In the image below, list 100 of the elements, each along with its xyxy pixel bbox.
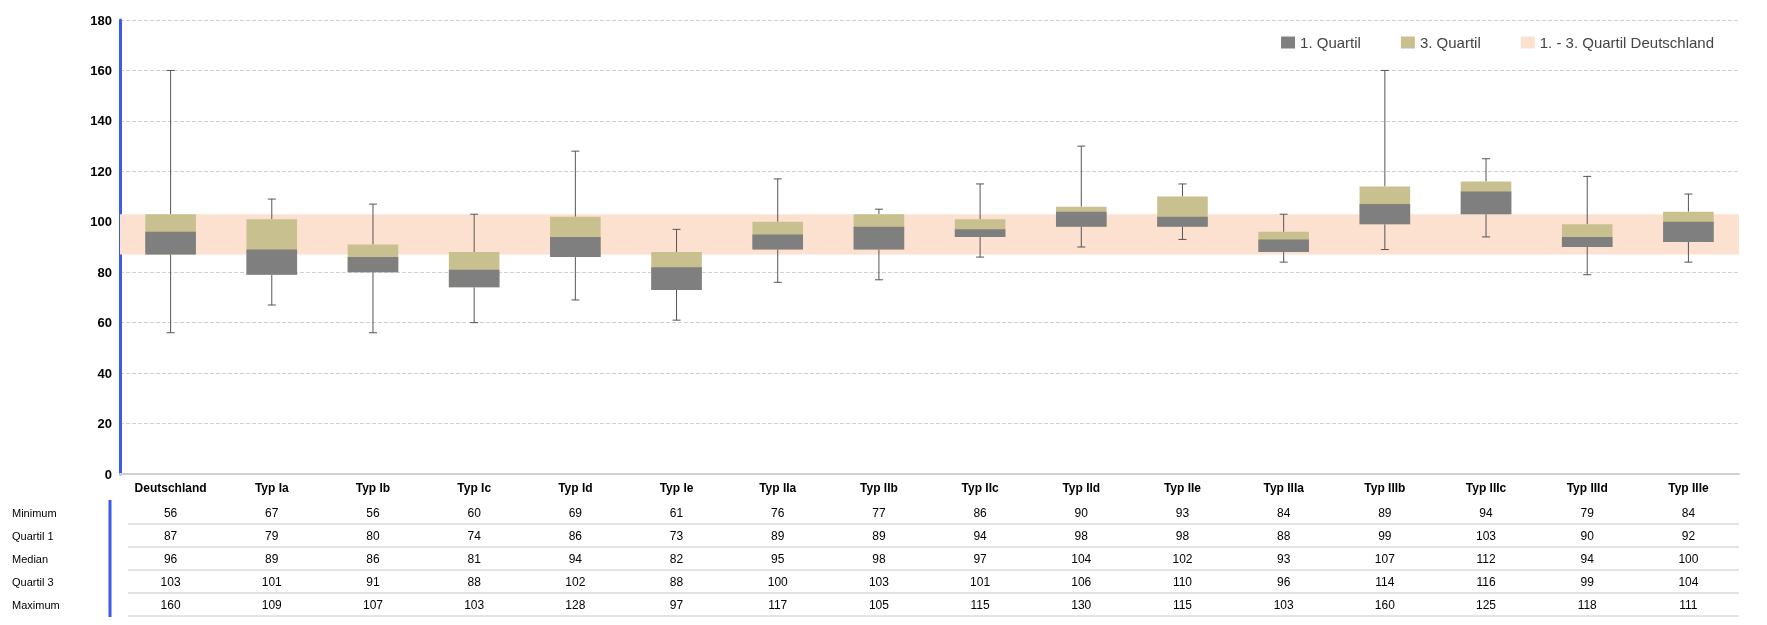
y-tick-label: 80 <box>97 264 112 280</box>
text: 60 <box>467 506 482 520</box>
text: 91 <box>366 575 380 589</box>
text: 88 <box>1276 529 1291 543</box>
text: 103 <box>1273 598 1294 612</box>
text: 94 <box>1479 506 1494 520</box>
text: 80 <box>366 529 380 543</box>
text: 118 <box>1577 598 1598 612</box>
text: 160 <box>1374 598 1396 612</box>
x-tick-label: Typ IIId <box>1566 481 1608 495</box>
y-tick-label: 160 <box>90 62 112 78</box>
text: 84 <box>1681 506 1696 520</box>
x-tick-label: Typ Id <box>558 481 593 495</box>
x-tick-label: Typ IIIa <box>1263 481 1305 495</box>
text: 112 <box>1476 552 1496 566</box>
text: 103 <box>160 575 181 589</box>
text: 69 <box>568 506 583 520</box>
text: 98 <box>872 552 886 566</box>
text: 125 <box>1476 598 1497 612</box>
text: 109 <box>261 598 283 612</box>
text: 104 <box>1071 552 1092 566</box>
text: 89 <box>265 552 279 566</box>
text: 105 <box>868 598 890 612</box>
x-tick-label: Typ IIb <box>860 481 898 495</box>
x-tick-label: Typ IIIe <box>1668 481 1709 495</box>
text: 103 <box>1476 529 1497 543</box>
text: 79 <box>1580 506 1595 520</box>
text: 114 <box>1375 575 1395 589</box>
text: 89 <box>1378 506 1392 520</box>
text: 82 <box>669 552 684 566</box>
text: 106 <box>1071 575 1092 589</box>
x-tick-label: Typ IId <box>1062 481 1101 495</box>
text: 111 <box>1679 598 1698 612</box>
text: 107 <box>362 598 384 612</box>
y-tick-label: 180 <box>90 12 112 28</box>
text: 94 <box>568 552 583 566</box>
text: 79 <box>265 529 279 543</box>
text: 97 <box>973 552 988 566</box>
x-tick-label: Deutschland <box>134 481 207 495</box>
text: 88 <box>669 575 684 589</box>
text: 92 <box>1681 529 1696 543</box>
y-tick-label: 40 <box>97 365 112 381</box>
text: 89 <box>771 529 785 543</box>
y-tick-label: 100 <box>90 214 112 230</box>
text: Quartil 3 <box>12 575 54 588</box>
legend-label: 3. Quartil <box>1419 34 1481 51</box>
text: 90 <box>1580 529 1595 543</box>
text: 94 <box>1580 552 1595 566</box>
text: 128 <box>565 598 586 612</box>
x-tick-label: Typ Ib <box>355 481 391 495</box>
x-tick-label: Typ IIc <box>961 481 999 495</box>
text: 103 <box>464 598 485 612</box>
text: 99 <box>1580 575 1595 589</box>
text: 67 <box>265 506 279 520</box>
text: 107 <box>1374 552 1396 566</box>
text: 99 <box>1378 529 1392 543</box>
text: 61 <box>669 506 684 520</box>
text: 93 <box>1175 506 1190 520</box>
y-tick-label: 0 <box>104 466 112 482</box>
text: 88 <box>467 575 482 589</box>
y-tick-label: 20 <box>97 416 112 432</box>
x-tick-label: Typ Ia <box>254 481 289 495</box>
text: 116 <box>1476 575 1496 589</box>
text: 90 <box>1074 506 1089 520</box>
text: 100 <box>767 575 789 589</box>
text: 101 <box>970 575 991 589</box>
text: 77 <box>872 506 886 520</box>
text: 87 <box>163 529 178 543</box>
text: Quartil 1 <box>12 529 54 542</box>
legend-label: 1. - 3. Quartil Deutschland <box>1539 34 1715 51</box>
y-tick-label: 120 <box>90 163 112 179</box>
text: Median <box>12 552 49 565</box>
text: 102 <box>565 575 586 589</box>
text: 102 <box>1172 552 1193 566</box>
text: 97 <box>669 598 684 612</box>
text: 93 <box>1276 552 1291 566</box>
text: 73 <box>669 529 684 543</box>
text: 74 <box>467 529 482 543</box>
text: 89 <box>872 529 886 543</box>
text: 86 <box>366 552 380 566</box>
x-tick-label: Typ IIIc <box>1465 481 1507 495</box>
text: 110 <box>1172 575 1193 589</box>
text: 86 <box>568 529 583 543</box>
x-tick-label: Typ IIa <box>759 481 797 495</box>
text: 115 <box>1172 598 1193 612</box>
x-tick-label: Typ Ie <box>659 481 694 495</box>
text: 104 <box>1678 575 1699 589</box>
text: 95 <box>771 552 785 566</box>
text: 94 <box>973 529 988 543</box>
text: 76 <box>771 506 785 520</box>
y-tick-label: 60 <box>97 315 112 331</box>
text: 96 <box>163 552 178 566</box>
text: 98 <box>1175 529 1190 543</box>
text: Minimum <box>12 506 57 519</box>
text: 115 <box>970 598 990 612</box>
text: 56 <box>366 506 380 520</box>
text: 84 <box>1276 506 1291 520</box>
text: 81 <box>467 552 482 566</box>
text: 56 <box>163 506 178 520</box>
x-tick-label: Typ IIIb <box>1364 481 1406 495</box>
